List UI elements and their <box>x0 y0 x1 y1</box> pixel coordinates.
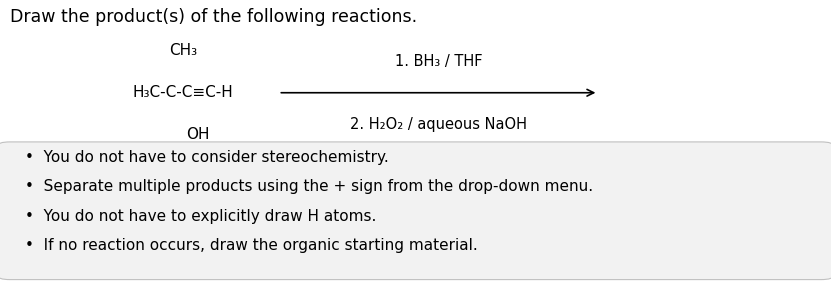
FancyBboxPatch shape <box>0 142 831 280</box>
Text: Draw the product(s) of the following reactions.: Draw the product(s) of the following rea… <box>10 8 417 26</box>
Text: •  If no reaction occurs, draw the organic starting material.: • If no reaction occurs, draw the organi… <box>25 238 478 253</box>
Text: CH₃: CH₃ <box>169 43 197 58</box>
Text: •  You do not have to explicitly draw H atoms.: • You do not have to explicitly draw H a… <box>25 209 376 224</box>
Text: OH: OH <box>186 127 209 142</box>
Text: 2. H₂O₂ / aqueous NaOH: 2. H₂O₂ / aqueous NaOH <box>351 117 527 132</box>
Text: •  You do not have to consider stereochemistry.: • You do not have to consider stereochem… <box>25 150 389 165</box>
Text: H₃C-C-C≡C-H: H₃C-C-C≡C-H <box>132 85 234 100</box>
Text: •  Separate multiple products using the + sign from the drop-down menu.: • Separate multiple products using the +… <box>25 179 593 194</box>
Text: 1. BH₃ / THF: 1. BH₃ / THF <box>395 54 483 69</box>
